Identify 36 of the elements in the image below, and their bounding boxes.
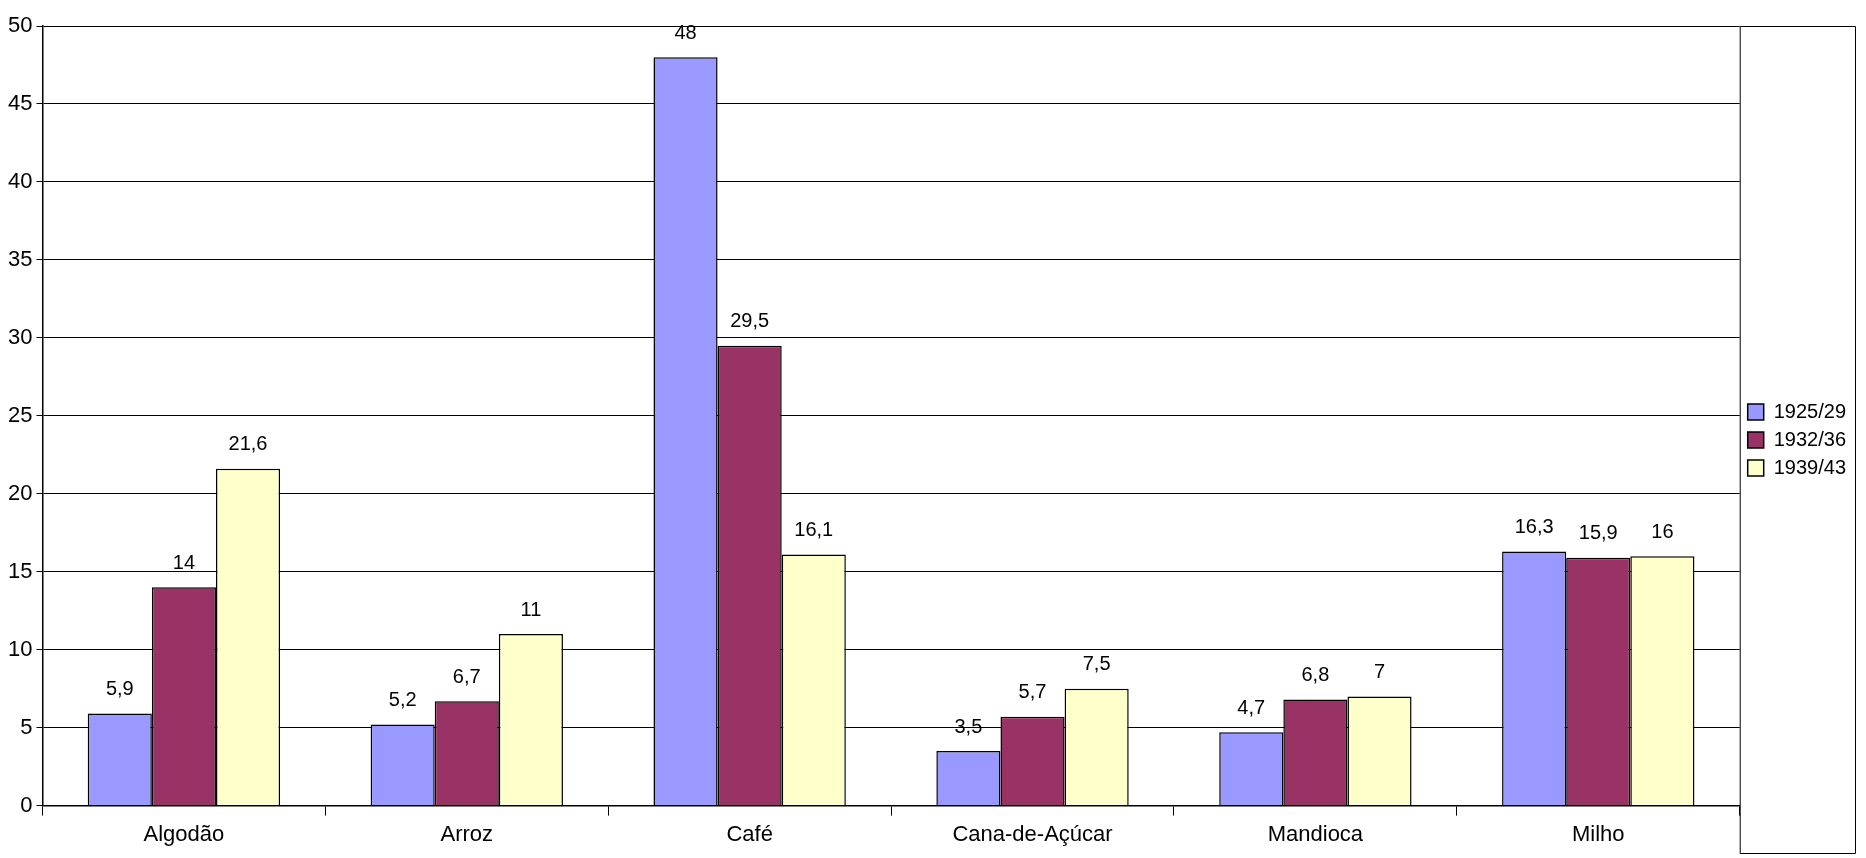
data-label: 6,8 bbox=[1301, 663, 1330, 686]
data-label: 7,5 bbox=[1082, 652, 1111, 675]
data-label: 5,2 bbox=[388, 688, 417, 711]
data-label: 16,1 bbox=[794, 518, 834, 541]
data-label: 11 bbox=[520, 597, 542, 620]
data-label: 6,7 bbox=[452, 664, 481, 687]
y-tick-label: 50 bbox=[7, 12, 33, 38]
data-label: 21,6 bbox=[228, 432, 268, 455]
data-label: 5,7 bbox=[1018, 680, 1047, 703]
y-tick-label: 45 bbox=[7, 90, 33, 116]
x-tick-label: Café bbox=[726, 820, 773, 846]
data-label: 15,9 bbox=[1578, 521, 1618, 544]
x-tick-label: Arroz bbox=[440, 820, 494, 846]
x-tick-label: Milho bbox=[1571, 820, 1625, 846]
y-tick-label: 5 bbox=[20, 713, 33, 739]
x-tick-label: Cana-de-Açúcar bbox=[952, 820, 1113, 846]
data-label: 5,9 bbox=[105, 677, 134, 700]
data-label: 16,3 bbox=[1514, 514, 1554, 537]
x-tick-label: Algodão bbox=[143, 820, 225, 846]
y-tick-label: 35 bbox=[7, 245, 33, 271]
y-tick-label: 20 bbox=[7, 479, 33, 505]
y-tick-label: 25 bbox=[7, 401, 33, 427]
legend-label: 1939/43 bbox=[1773, 455, 1846, 478]
y-tick-label: 0 bbox=[20, 791, 33, 817]
x-tick-label: Mandioca bbox=[1267, 820, 1364, 846]
y-tick-label: 10 bbox=[7, 635, 33, 661]
y-tick-label: 30 bbox=[7, 323, 33, 349]
data-label: 16 bbox=[1651, 519, 1674, 542]
y-tick-label: 15 bbox=[7, 557, 33, 583]
data-label: 29,5 bbox=[730, 309, 770, 332]
data-label: 7 bbox=[1373, 659, 1386, 682]
legend-label: 1925/29 bbox=[1773, 399, 1846, 422]
data-label: 4,7 bbox=[1237, 695, 1266, 718]
data-label: 14 bbox=[172, 550, 196, 573]
y-tick-label: 40 bbox=[7, 167, 33, 193]
legend-label: 1932/36 bbox=[1773, 427, 1846, 450]
